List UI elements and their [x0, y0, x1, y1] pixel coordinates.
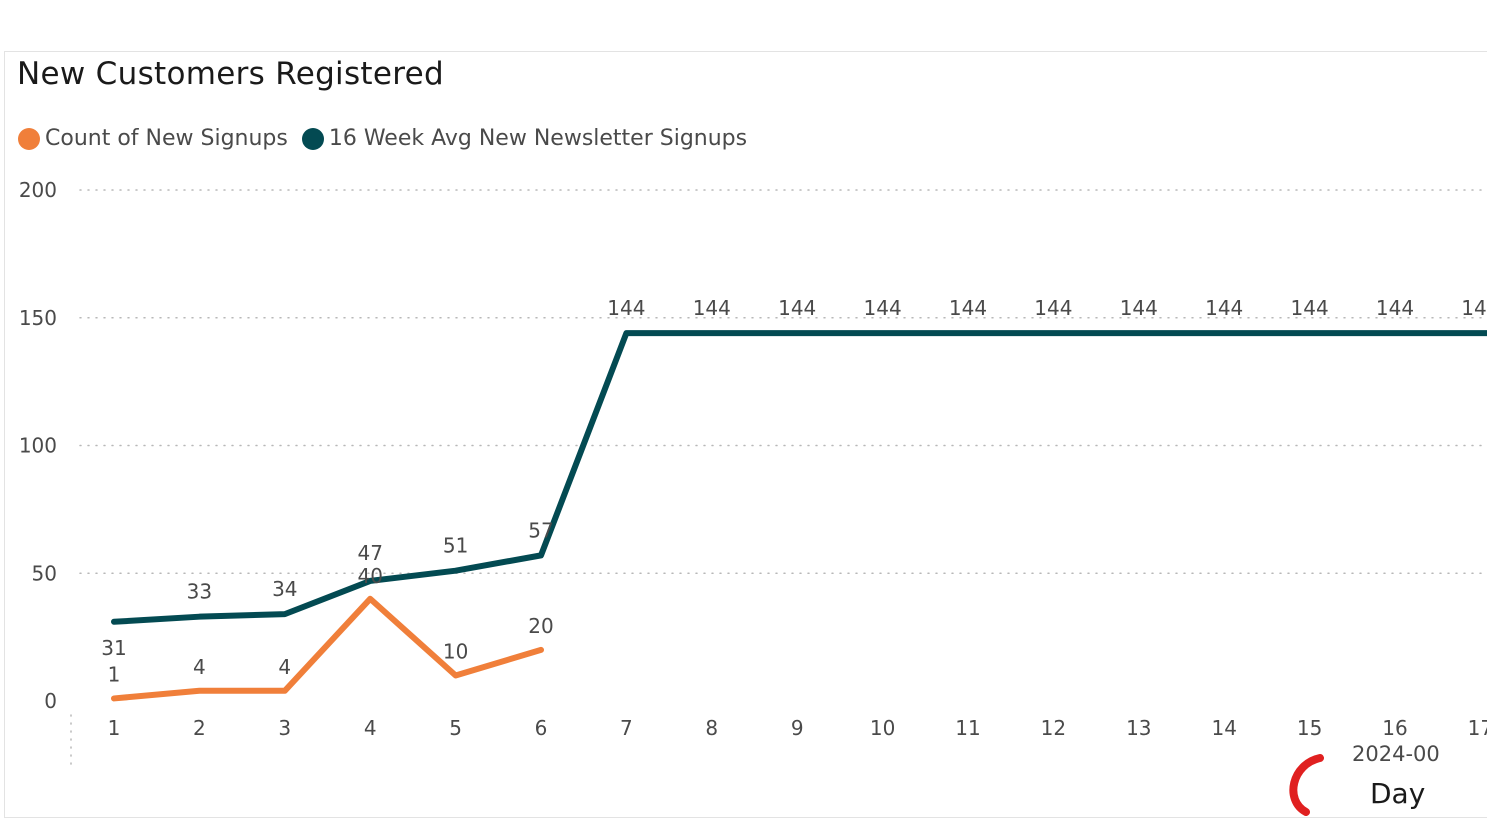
loading-spinner-icon: [1289, 754, 1324, 816]
x-tick-label: 13: [1126, 716, 1151, 740]
legend-dot-teal: [301, 127, 324, 150]
chart-title: New Customers Registered: [17, 56, 444, 92]
y-tick-label: 50: [32, 561, 57, 585]
time-brush-granularity[interactable]: Day: [1370, 777, 1426, 810]
time-brush-period[interactable]: 2024-00: [1352, 742, 1440, 766]
data-label-16-week-avg: 144: [693, 296, 731, 320]
legend-label: Count of New Signups: [45, 126, 288, 151]
x-tick-label: 6: [535, 716, 548, 740]
x-tick-label: 17: [1468, 716, 1487, 740]
data-label-16-week-avg: 144: [1461, 296, 1487, 320]
x-tick-label: 4: [364, 716, 377, 740]
data-label-16-week-avg: 144: [1120, 296, 1158, 320]
x-tick-label: 3: [278, 716, 291, 740]
x-tick-label: 14: [1211, 716, 1236, 740]
x-tick-label: 1: [108, 716, 121, 740]
data-label-16-week-avg: 144: [607, 296, 645, 320]
data-label-16-week-avg: 144: [1034, 296, 1072, 320]
x-tick-label: 9: [791, 716, 804, 740]
x-tick-label: 12: [1041, 716, 1066, 740]
data-label-16-week-avg: 144: [1291, 296, 1329, 320]
data-label-16-week-avg: 144: [949, 296, 987, 320]
data-label-count-of-new-signups: 4: [193, 655, 206, 679]
legend-item-16-week-avg[interactable]: 16 Week Avg New Newsletter Signups: [301, 126, 748, 151]
y-tick-label: 150: [19, 306, 57, 330]
data-label-16-week-avg: 51: [443, 534, 468, 558]
x-tick-label: 8: [705, 716, 718, 740]
data-label-16-week-avg: 31: [101, 636, 126, 660]
legend-label: 16 Week Avg New Newsletter Signups: [328, 126, 748, 151]
data-label-16-week-avg: 144: [864, 296, 902, 320]
data-label-count-of-new-signups: 10: [443, 639, 468, 663]
data-label-16-week-avg: 144: [1376, 296, 1414, 320]
x-tick-label: 2: [193, 716, 206, 740]
series-line-count-of-new-signups: [111, 595, 544, 702]
data-label-count-of-new-signups: 40: [357, 564, 382, 588]
chart-legend: Count of New Signups 16 Week Avg New New…: [18, 126, 761, 151]
data-label-16-week-avg: 47: [357, 541, 382, 565]
visual-container: [4, 51, 1487, 818]
x-tick-label: 16: [1382, 716, 1407, 740]
data-label-count-of-new-signups: 20: [528, 614, 553, 638]
x-tick-label: 10: [870, 716, 895, 740]
x-tick-label: 5: [449, 716, 462, 740]
data-label-16-week-avg: 33: [187, 580, 212, 604]
y-tick-label: 200: [19, 178, 57, 202]
data-label-16-week-avg: 144: [778, 296, 816, 320]
x-tick-label: 11: [955, 716, 980, 740]
y-tick-label: 100: [19, 434, 57, 458]
data-label-16-week-avg: 57: [528, 518, 553, 542]
series-line-16-week-avg: [111, 330, 1487, 625]
data-label-count-of-new-signups: 4: [278, 655, 291, 679]
x-tick-label: 15: [1297, 716, 1322, 740]
data-label-16-week-avg: 34: [272, 577, 297, 601]
y-tick-label: 0: [44, 689, 57, 713]
legend-dot-orange: [18, 127, 40, 150]
x-tick-label: 7: [620, 716, 633, 740]
data-label-16-week-avg: 144: [1205, 296, 1243, 320]
legend-item-count-of-new-signups[interactable]: Count of New Signups: [18, 126, 288, 151]
data-label-count-of-new-signups: 1: [108, 662, 121, 686]
